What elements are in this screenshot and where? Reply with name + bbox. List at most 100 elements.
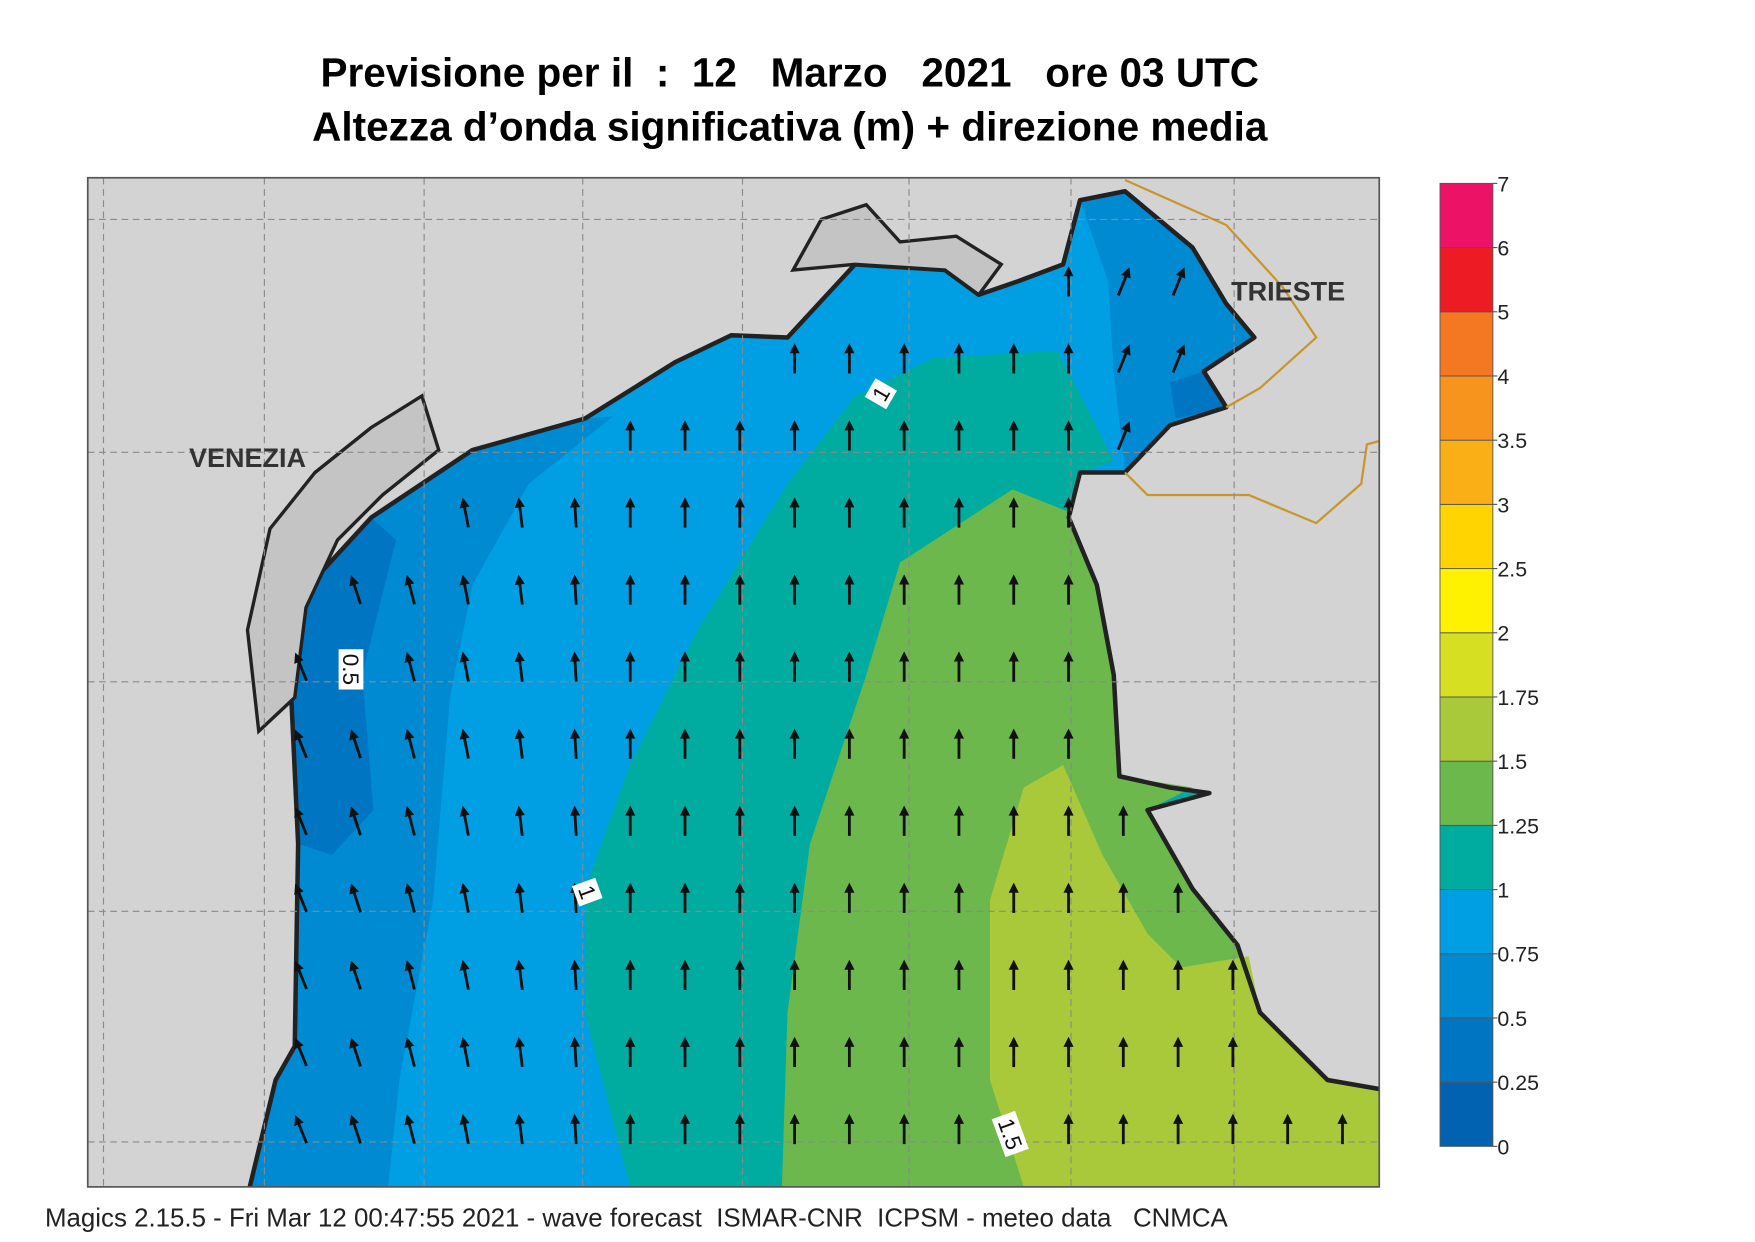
direction-arrow	[404, 883, 416, 913]
colorbar-band	[1439, 182, 1494, 249]
arrow-head	[349, 729, 359, 741]
direction-arrow	[1118, 882, 1129, 913]
arrow-head	[844, 882, 855, 893]
direction-arrow	[404, 806, 416, 836]
arrow-head	[1173, 1113, 1184, 1124]
direction-arrow	[404, 1114, 416, 1145]
direction-arrow	[1227, 1113, 1238, 1145]
footer: Magics 2.15.5 - Fri Mar 12 00:47:55 2021…	[45, 1204, 1229, 1232]
direction-arrow	[679, 574, 691, 605]
arrow-head	[899, 728, 910, 739]
direction-arrow	[1171, 344, 1186, 374]
arrow-head	[953, 728, 965, 739]
arrow-head	[899, 497, 910, 508]
direction-arrow	[789, 343, 800, 374]
arrow-head	[789, 1113, 800, 1124]
direction-arrow	[294, 729, 308, 759]
colorbar-band	[1439, 632, 1494, 698]
contour-label-text: 0.5	[338, 654, 363, 685]
direction-arrow	[625, 497, 636, 528]
arrow-head	[349, 1114, 359, 1126]
direction-arrow	[1063, 1036, 1074, 1068]
arrow-head	[1063, 651, 1074, 662]
direction-arrow	[953, 1036, 965, 1068]
arrow-head	[789, 882, 800, 893]
direction-arrow	[1008, 651, 1019, 682]
direction-arrow	[734, 497, 745, 528]
direction-arrow	[569, 651, 581, 682]
direction-arrow	[1063, 651, 1074, 682]
arrow-head	[1063, 728, 1074, 739]
direction-arrow	[953, 651, 965, 682]
direction-arrow	[734, 651, 745, 682]
direction-arrow	[459, 728, 470, 759]
arrow-head	[679, 420, 691, 431]
direction-arrow	[1118, 959, 1129, 990]
arrow-head	[953, 497, 965, 508]
arrow-head	[789, 805, 800, 816]
direction-arrow	[404, 728, 416, 759]
direction-arrow	[953, 420, 965, 451]
arrow-head	[294, 729, 304, 741]
colorbar-band	[1439, 953, 1494, 1019]
direction-arrow	[404, 1037, 416, 1067]
direction-arrow	[844, 728, 855, 759]
direction-arrow	[514, 882, 525, 914]
direction-arrow	[679, 497, 691, 528]
colorbar-label: 3.5	[1497, 429, 1527, 453]
direction-arrow	[844, 1113, 855, 1145]
direction-arrow	[569, 959, 581, 991]
arrow-head	[625, 497, 636, 508]
arrow-head	[514, 574, 525, 586]
colorbar-band	[1439, 696, 1494, 762]
arrow-head	[625, 651, 636, 662]
arrow-head	[349, 1037, 359, 1049]
direction-arrow	[1008, 805, 1019, 836]
lagoon	[245, 393, 441, 735]
arrow-head	[679, 728, 691, 739]
colorbar-band	[1439, 568, 1494, 634]
colorbar-label: 7	[1497, 172, 1509, 196]
arrow-head	[1063, 497, 1074, 508]
direction-arrow	[514, 1113, 525, 1145]
title-line: Altezza d’onda significativa (m) + direz…	[312, 104, 1268, 150]
arrow-head	[1227, 959, 1238, 970]
direction-arrow	[625, 959, 636, 990]
direction-arrow	[349, 1037, 362, 1067]
arrow-head	[679, 959, 691, 970]
colorbar: 0 0.25 0.5 0.75 1 1.25 1.5 1.75 2 2.5 3 3.5 4 5 6 7	[1439, 172, 1539, 1159]
arrow-head	[789, 728, 800, 739]
direction-arrow	[514, 805, 525, 836]
arrow-head	[734, 728, 745, 739]
arrow-head	[1121, 421, 1131, 433]
direction-arrow	[734, 1113, 745, 1145]
direction-arrow	[1008, 574, 1019, 605]
arrow-head	[1063, 959, 1074, 970]
arrow-head	[1173, 882, 1184, 893]
direction-arrow	[734, 959, 745, 990]
arrow-head	[459, 882, 470, 894]
arrow-head	[625, 1036, 636, 1047]
direction-arrow	[459, 1036, 470, 1068]
direction-arrow	[294, 806, 308, 836]
direction-arrow	[1116, 421, 1131, 451]
colorbar-label: 1.75	[1497, 686, 1539, 710]
arrow-head	[734, 805, 745, 816]
direction-arrow	[844, 420, 855, 451]
direction-arrow	[1227, 1036, 1238, 1068]
direction-arrow	[734, 805, 745, 836]
direction-arrow	[1008, 420, 1019, 451]
direction-arrow	[679, 959, 691, 990]
direction-arrow	[789, 574, 800, 605]
direction-arrow	[899, 1036, 910, 1068]
arrow-head	[844, 343, 855, 354]
direction-arrow	[625, 728, 636, 759]
direction-arrow	[514, 651, 525, 682]
direction-arrow	[349, 960, 362, 990]
direction-arrow	[404, 960, 416, 990]
direction-arrow	[1008, 882, 1019, 913]
colorbar-band	[1439, 1017, 1494, 1083]
arrow-head	[569, 1113, 581, 1125]
colorbar-band	[1439, 247, 1494, 313]
